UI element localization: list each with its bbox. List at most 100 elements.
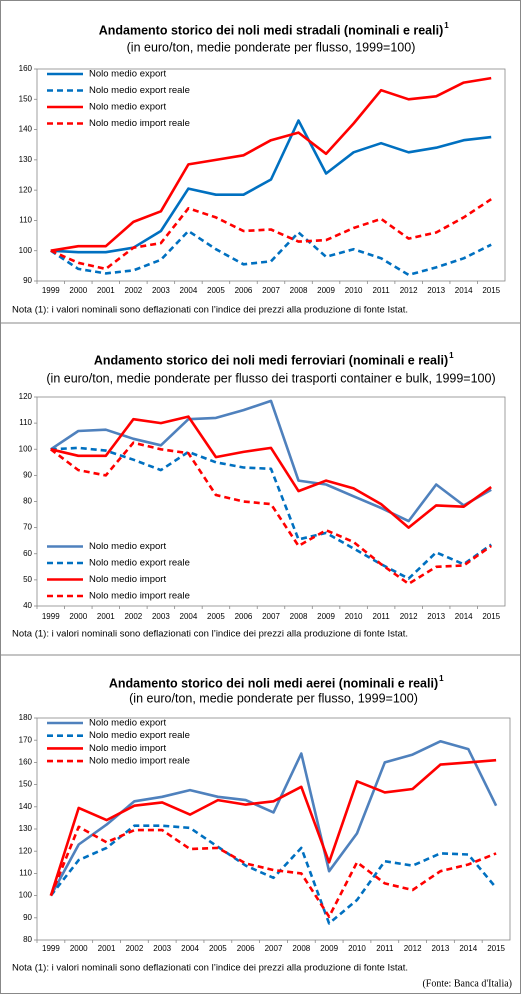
x-tick-label: 2013: [432, 944, 450, 953]
x-tick-label: 2004: [181, 944, 199, 953]
legend-label: Nolo medio export: [89, 69, 166, 80]
x-tick-label: 2014: [459, 944, 477, 953]
data-line: [50, 198, 492, 271]
y-tick-label: 80: [23, 497, 32, 506]
x-tick-label: 2004: [180, 612, 198, 621]
x-tick-label: 2002: [124, 286, 142, 295]
y-tick-label: 50: [23, 575, 32, 584]
y-tick-label: 90: [23, 913, 32, 922]
chart-title: Andamento storico dei noli medi ferrovia…: [94, 353, 448, 367]
y-tick-label: 120: [19, 846, 33, 855]
legend-label: Nolo medio import reale: [89, 591, 190, 602]
x-tick-label: 2003: [152, 612, 170, 621]
y-tick-label: 100: [19, 444, 33, 453]
legend-label: Nolo medio export reale: [89, 85, 190, 96]
y-tick-label: 70: [23, 523, 32, 532]
data-line: [50, 446, 492, 580]
x-tick-label: 2011: [373, 286, 391, 295]
x-tick-label: 2010: [345, 286, 363, 295]
title-superscript: 1: [449, 351, 454, 360]
chart-subtitle: (in euro/ton, medie ponderate per flusso…: [129, 691, 418, 705]
x-tick-label: 2011: [373, 612, 391, 621]
y-tick-label: 80: [23, 935, 32, 944]
x-tick-label: 2012: [400, 612, 418, 621]
data-line: [49, 825, 497, 918]
x-tick-label: 2000: [69, 286, 87, 295]
y-tick-label: 140: [19, 125, 33, 134]
legend-label: Nolo medio export reale: [89, 558, 190, 569]
x-tick-label: 2009: [317, 286, 335, 295]
x-tick-label: 2015: [482, 286, 500, 295]
y-tick-label: 130: [19, 824, 33, 833]
plot-frame: [36, 68, 506, 282]
x-tick-label: 2013: [427, 286, 445, 295]
x-tick-label: 2007: [265, 944, 283, 953]
data-line: [49, 824, 498, 925]
y-tick-label: 120: [19, 185, 33, 194]
chart-note: Nota (1): i valori nominali sono deflazi…: [12, 629, 408, 640]
x-tick-label: 2007: [262, 286, 280, 295]
title-superscript: 1: [444, 21, 449, 30]
legend-label: Nolo medio import: [89, 574, 166, 585]
data-line: [50, 399, 492, 523]
x-tick-label: 2002: [125, 944, 143, 953]
y-tick-label: 160: [19, 64, 33, 73]
y-tick-label: 100: [19, 246, 33, 255]
data-line: [49, 758, 497, 896]
legend-label: Nolo medio export: [89, 718, 166, 729]
y-tick-label: 110: [19, 869, 32, 878]
x-tick-label: 2006: [237, 944, 255, 953]
x-tick-label: 2012: [400, 286, 418, 295]
x-tick-label: 2011: [376, 944, 394, 953]
x-tick-label: 2000: [69, 612, 87, 621]
y-tick-label: 150: [19, 94, 33, 103]
x-tick-label: 2000: [70, 944, 88, 953]
x-tick-label: 2009: [320, 944, 338, 953]
y-tick-label: 160: [19, 758, 33, 767]
y-tick-label: 90: [23, 276, 32, 285]
x-tick-label: 2001: [97, 612, 115, 621]
y-tick-label: 170: [19, 735, 33, 744]
y-tick-label: 110: [19, 216, 32, 225]
data-line: [50, 441, 492, 586]
x-tick-label: 2010: [345, 612, 363, 621]
x-tick-label: 2003: [153, 944, 171, 953]
x-tick-label: 2002: [124, 612, 142, 621]
x-tick-label: 2004: [180, 286, 198, 295]
x-tick-label: 2001: [98, 944, 116, 953]
chart-title: Andamento storico dei noli medi aerei (n…: [109, 676, 438, 690]
chart-subtitle: (in euro/ton, medie ponderate per flusso…: [127, 40, 416, 54]
data-line: [50, 229, 492, 277]
y-tick-label: 130: [19, 155, 33, 164]
y-tick-label: 180: [19, 713, 33, 722]
legend-label: Nolo medio import reale: [89, 756, 190, 767]
x-tick-label: 2014: [455, 612, 473, 621]
y-tick-label: 100: [19, 891, 33, 900]
x-tick-label: 2005: [209, 944, 227, 953]
y-tick-label: 120: [19, 392, 33, 401]
chart-title: Andamento storico dei noli medi stradali…: [99, 23, 444, 37]
chart-subtitle: (in euro/ton, medie ponderate per flusso…: [46, 371, 495, 385]
x-tick-label: 2012: [404, 944, 422, 953]
x-tick-label: 2008: [290, 286, 308, 295]
x-tick-label: 2014: [455, 286, 473, 295]
y-tick-label: 150: [19, 780, 33, 789]
x-tick-label: 2006: [235, 612, 253, 621]
y-tick-label: 90: [23, 470, 32, 479]
legend-label: Nolo medio import: [89, 743, 166, 754]
x-tick-label: 2015: [487, 944, 505, 953]
x-tick-label: 2013: [427, 612, 445, 621]
legend-label: Nolo medio import reale: [89, 118, 190, 129]
x-tick-label: 2008: [292, 944, 310, 953]
x-tick-label: 1999: [42, 286, 60, 295]
chart-note: Nota (1): i valori nominali sono deflazi…: [12, 305, 408, 316]
x-tick-label: 2008: [290, 612, 308, 621]
x-tick-label: 2001: [97, 286, 115, 295]
x-tick-label: 2010: [348, 944, 366, 953]
x-tick-label: 2003: [152, 286, 170, 295]
y-tick-label: 110: [19, 418, 32, 427]
x-tick-label: 2005: [207, 286, 225, 295]
legend-label: Nolo medio export: [89, 541, 166, 552]
data-line: [50, 76, 492, 252]
